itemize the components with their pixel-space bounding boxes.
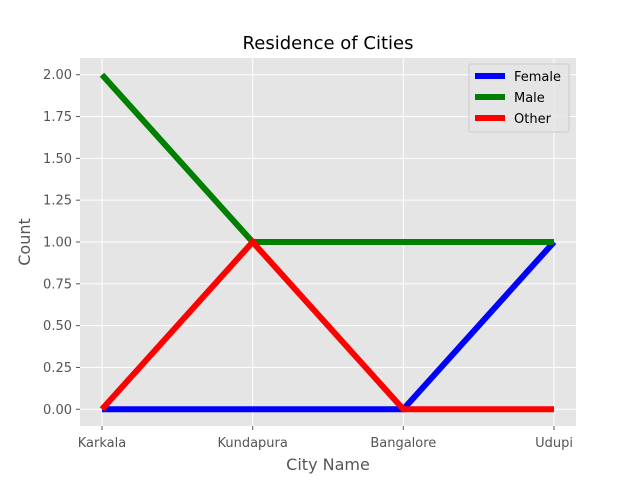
y-tick-label: 2.00	[43, 68, 72, 83]
y-tick-label: 0.25	[43, 361, 72, 376]
y-tick-label: 0.00	[43, 403, 72, 418]
legend-label-male: Male	[514, 91, 545, 106]
series-line-female	[102, 239, 557, 413]
series-line-other	[99, 237, 554, 413]
y-tick-label: 1.00	[43, 236, 72, 251]
y-axis-ticks: 0.00 0.25 0.50 0.75 1.00 1.25 1.50 1.75 2.00	[43, 68, 80, 418]
y-tick-label: 1.75	[43, 110, 72, 125]
y-tick-label: 1.25	[43, 194, 72, 209]
x-axis-ticks: Karkala Kundapura Bangalore Udupi	[78, 426, 573, 451]
x-tick-label: Kundapura	[217, 436, 287, 451]
y-axis-label: Count	[15, 218, 34, 266]
y-tick-label: 0.75	[43, 277, 72, 292]
chart-title: Residence of Cities	[243, 33, 414, 54]
x-tick-label: Karkala	[78, 436, 126, 451]
legend-label-other: Other	[514, 112, 552, 127]
series-line-male	[99, 72, 554, 245]
x-tick-label: Bangalore	[370, 436, 436, 451]
y-tick-label: 0.50	[43, 319, 72, 334]
y-tick-label: 1.50	[43, 152, 72, 167]
legend-label-female: Female	[514, 70, 561, 85]
x-tick-label: Udupi	[535, 436, 573, 451]
series-layer	[99, 72, 557, 413]
legend: Female Male Other	[468, 63, 570, 133]
x-axis-label: City Name	[286, 455, 370, 474]
